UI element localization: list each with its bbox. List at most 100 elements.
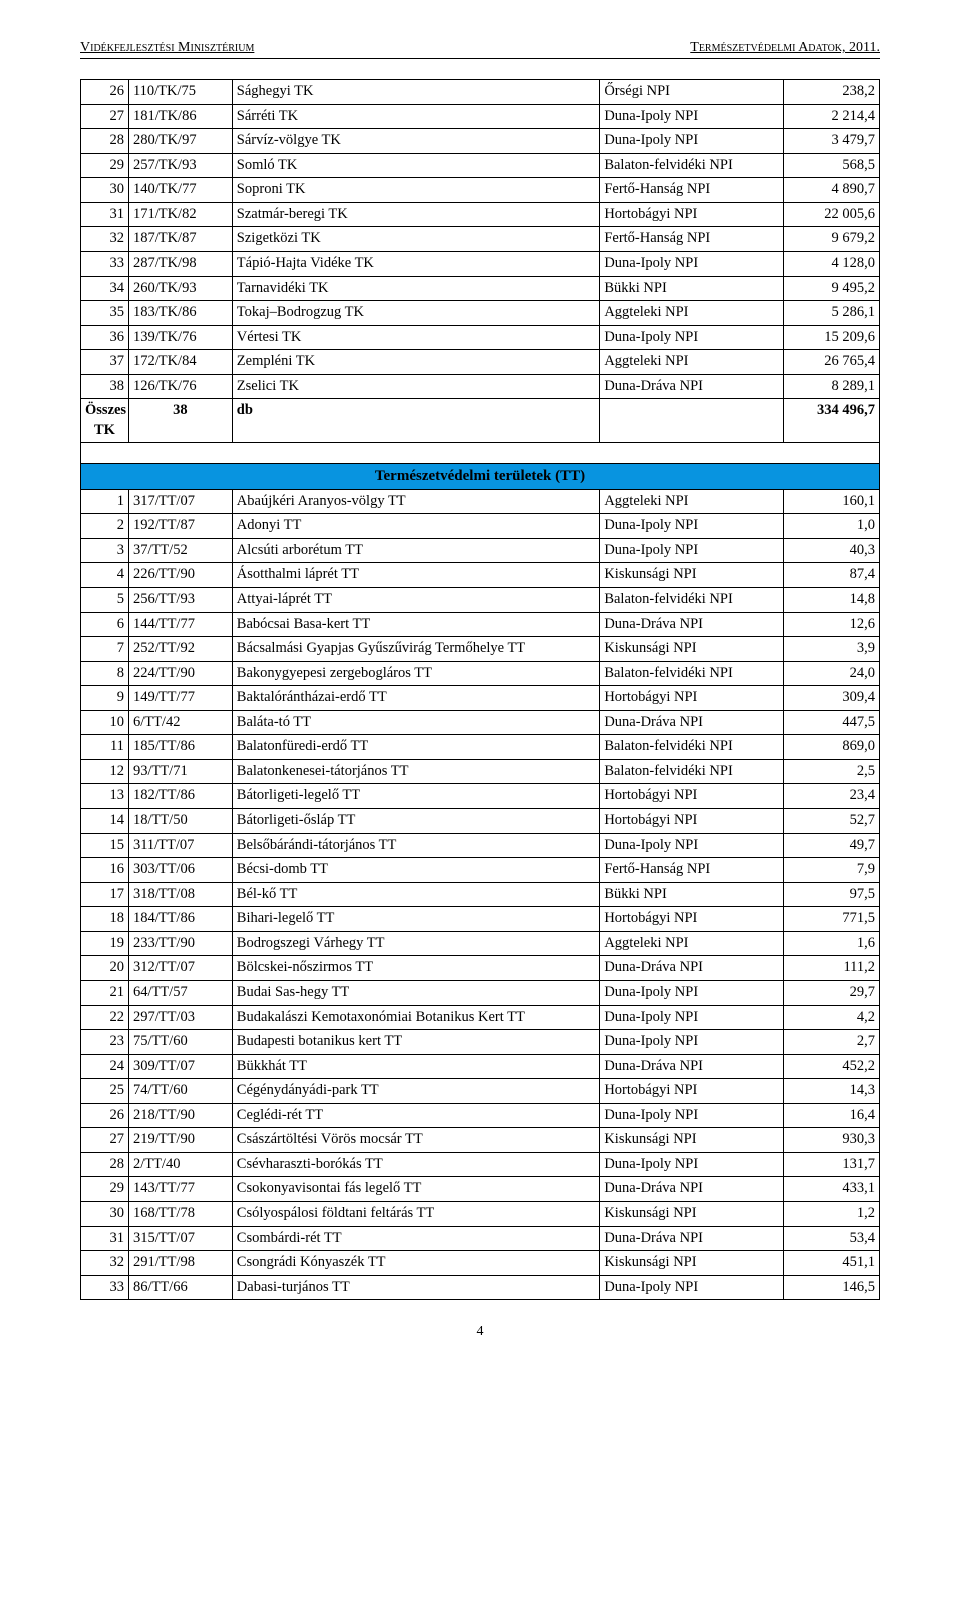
cell-npi: Hortobágyi NPI bbox=[600, 907, 784, 932]
cell-value: 53,4 bbox=[784, 1226, 880, 1251]
cell-code: 93/TT/71 bbox=[128, 759, 232, 784]
table-row: 37172/TK/84Zempléni TKAggteleki NPI26 76… bbox=[81, 350, 880, 375]
cell-index: 33 bbox=[81, 1275, 129, 1300]
table-row: 1293/TT/71Balatonkenesei-tátorjános TTBa… bbox=[81, 759, 880, 784]
cell-value: 87,4 bbox=[784, 563, 880, 588]
cell-name: Zempléni TK bbox=[232, 350, 600, 375]
cell-npi: Duna-Dráva NPI bbox=[600, 612, 784, 637]
cell-code: 252/TT/92 bbox=[128, 637, 232, 662]
cell-code: 172/TK/84 bbox=[128, 350, 232, 375]
header-right: Természetvédelmi Adatok, 2011. bbox=[690, 40, 880, 56]
cell-npi: Kiskunsági NPI bbox=[600, 1128, 784, 1153]
cell-npi: Duna-Ipoly NPI bbox=[600, 129, 784, 154]
cell-index: 13 bbox=[81, 784, 129, 809]
cell-index: 24 bbox=[81, 1054, 129, 1079]
cell-name: Babócsai Basa-kert TT bbox=[232, 612, 600, 637]
cell-value: 1,0 bbox=[784, 514, 880, 539]
cell-code: 312/TT/07 bbox=[128, 956, 232, 981]
cell-value: 447,5 bbox=[784, 710, 880, 735]
tk-total-count: 38 bbox=[128, 399, 232, 443]
table-row: 2574/TT/60Cégénydányádi-park TTHortobágy… bbox=[81, 1079, 880, 1104]
cell-code: 219/TT/90 bbox=[128, 1128, 232, 1153]
table-row: 36139/TK/76Vértesi TKDuna-Ipoly NPI15 20… bbox=[81, 325, 880, 350]
table-row: 35183/TK/86Tokaj–Bodrogzug TKAggteleki N… bbox=[81, 301, 880, 326]
cell-npi: Kiskunsági NPI bbox=[600, 1251, 784, 1276]
cell-npi: Fertő-Hanság NPI bbox=[600, 227, 784, 252]
cell-npi: Duna-Ipoly NPI bbox=[600, 980, 784, 1005]
cell-code: 74/TT/60 bbox=[128, 1079, 232, 1104]
cell-name: Császártöltési Vörös mocsár TT bbox=[232, 1128, 600, 1153]
cell-name: Ásotthalmi láprét TT bbox=[232, 563, 600, 588]
cell-index: 22 bbox=[81, 1005, 129, 1030]
cell-name: Attyai-láprét TT bbox=[232, 587, 600, 612]
cell-value: 52,7 bbox=[784, 809, 880, 834]
cell-npi: Hortobágyi NPI bbox=[600, 1079, 784, 1104]
cell-index: 19 bbox=[81, 931, 129, 956]
cell-npi: Bükki NPI bbox=[600, 882, 784, 907]
cell-value: 8 289,1 bbox=[784, 374, 880, 399]
cell-code: 218/TT/90 bbox=[128, 1103, 232, 1128]
cell-value: 146,5 bbox=[784, 1275, 880, 1300]
table-row: 2164/TT/57Budai Sas-hegy TTDuna-Ipoly NP… bbox=[81, 980, 880, 1005]
cell-name: Bécsi-domb TT bbox=[232, 858, 600, 883]
cell-index: 31 bbox=[81, 1226, 129, 1251]
table-row: 27219/TT/90Császártöltési Vörös mocsár T… bbox=[81, 1128, 880, 1153]
data-table: 26110/TK/75Sághegyi TKŐrségi NPI238,2271… bbox=[80, 79, 880, 1300]
table-row: 11185/TT/86Balatonfüredi-erdő TTBalaton-… bbox=[81, 735, 880, 760]
cell-index: 35 bbox=[81, 301, 129, 326]
cell-name: Budakalászi Kemotaxonómiai Botanikus Ker… bbox=[232, 1005, 600, 1030]
table-row: 24309/TT/07Bükkhát TTDuna-Dráva NPI452,2 bbox=[81, 1054, 880, 1079]
cell-code: 257/TK/93 bbox=[128, 153, 232, 178]
cell-value: 5 286,1 bbox=[784, 301, 880, 326]
cell-index: 26 bbox=[81, 1103, 129, 1128]
cell-value: 9 679,2 bbox=[784, 227, 880, 252]
cell-value: 26 765,4 bbox=[784, 350, 880, 375]
cell-code: 75/TT/60 bbox=[128, 1030, 232, 1055]
cell-npi: Duna-Ipoly NPI bbox=[600, 833, 784, 858]
table-row: 33287/TK/98Tápió-Hajta Vidéke TKDuna-Ipo… bbox=[81, 251, 880, 276]
cell-code: 6/TT/42 bbox=[128, 710, 232, 735]
cell-npi: Balaton-felvidéki NPI bbox=[600, 661, 784, 686]
cell-value: 451,1 bbox=[784, 1251, 880, 1276]
cell-index: 37 bbox=[81, 350, 129, 375]
cell-index: 5 bbox=[81, 587, 129, 612]
cell-value: 309,4 bbox=[784, 686, 880, 711]
table-row: 337/TT/52Alcsúti arborétum TTDuna-Ipoly … bbox=[81, 538, 880, 563]
cell-index: 27 bbox=[81, 104, 129, 129]
cell-name: Csólyospálosi földtani feltárás TT bbox=[232, 1202, 600, 1227]
cell-index: 7 bbox=[81, 637, 129, 662]
cell-npi: Kiskunsági NPI bbox=[600, 1202, 784, 1227]
cell-code: 171/TK/82 bbox=[128, 202, 232, 227]
cell-code: 311/TT/07 bbox=[128, 833, 232, 858]
cell-name: Tápió-Hajta Vidéke TK bbox=[232, 251, 600, 276]
cell-value: 3,9 bbox=[784, 637, 880, 662]
table-row: 32187/TK/87Szigetközi TKFertő-Hanság NPI… bbox=[81, 227, 880, 252]
cell-value: 23,4 bbox=[784, 784, 880, 809]
cell-index: 29 bbox=[81, 153, 129, 178]
cell-index: 2 bbox=[81, 514, 129, 539]
cell-value: 2 214,4 bbox=[784, 104, 880, 129]
tk-total-value: 334 496,7 bbox=[784, 399, 880, 443]
cell-value: 111,2 bbox=[784, 956, 880, 981]
cell-value: 433,1 bbox=[784, 1177, 880, 1202]
cell-code: 126/TK/76 bbox=[128, 374, 232, 399]
cell-code: 18/TT/50 bbox=[128, 809, 232, 834]
cell-value: 131,7 bbox=[784, 1152, 880, 1177]
cell-code: 233/TT/90 bbox=[128, 931, 232, 956]
table-row: 2192/TT/87Adonyi TTDuna-Ipoly NPI1,0 bbox=[81, 514, 880, 539]
cell-index: 17 bbox=[81, 882, 129, 907]
cell-index: 30 bbox=[81, 178, 129, 203]
cell-index: 32 bbox=[81, 227, 129, 252]
cell-code: 183/TK/86 bbox=[128, 301, 232, 326]
cell-name: Adonyi TT bbox=[232, 514, 600, 539]
cell-name: Balatonkenesei-tátorjános TT bbox=[232, 759, 600, 784]
cell-code: 182/TT/86 bbox=[128, 784, 232, 809]
cell-code: 184/TT/86 bbox=[128, 907, 232, 932]
cell-name: Csongrádi Kónyaszék TT bbox=[232, 1251, 600, 1276]
cell-value: 7,9 bbox=[784, 858, 880, 883]
table-row: 16303/TT/06Bécsi-domb TTFertő-Hanság NPI… bbox=[81, 858, 880, 883]
cell-index: 36 bbox=[81, 325, 129, 350]
cell-value: 1,2 bbox=[784, 1202, 880, 1227]
cell-code: 187/TK/87 bbox=[128, 227, 232, 252]
cell-name: Csokonyavisontai fás legelő TT bbox=[232, 1177, 600, 1202]
